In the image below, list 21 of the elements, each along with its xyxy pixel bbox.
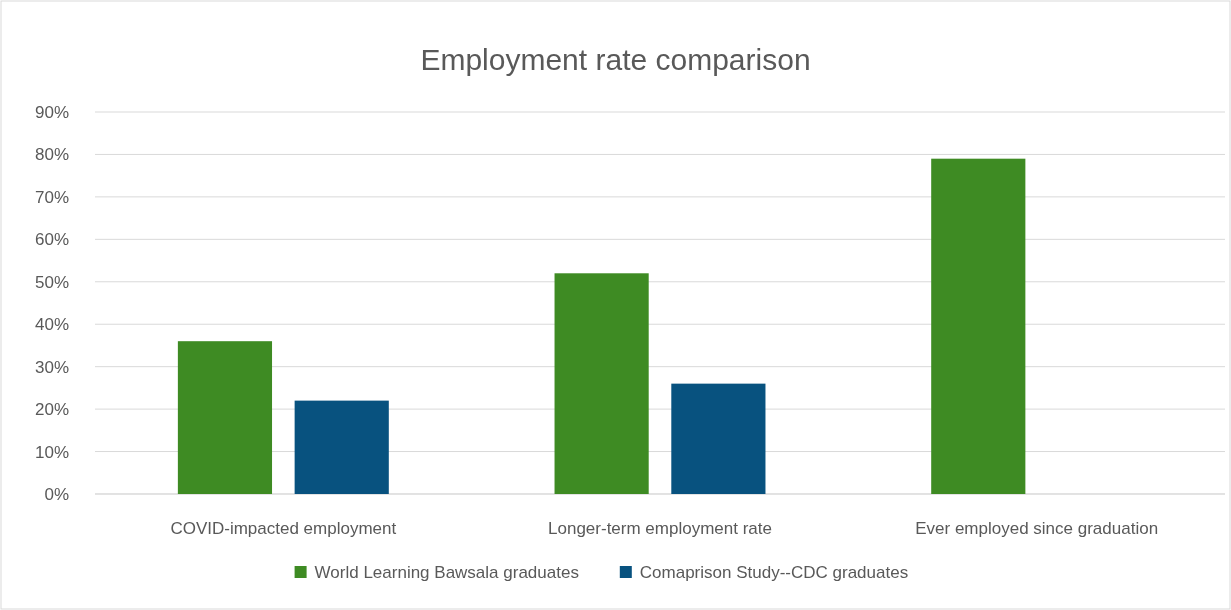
- chart-title: Employment rate comparison: [420, 43, 811, 76]
- y-tick-label: 90%: [34, 103, 69, 122]
- y-tick-label: 0%: [44, 485, 69, 504]
- bar: [554, 273, 649, 494]
- legend-label: World Learning Bawsala graduates: [314, 563, 579, 582]
- bar: [931, 158, 1026, 494]
- bar: [294, 400, 389, 494]
- bar: [177, 341, 273, 494]
- y-tick-label: 80%: [34, 145, 69, 165]
- x-tick-label: COVID-impacted employment: [170, 519, 397, 538]
- y-tick-label: 70%: [34, 187, 69, 207]
- y-tick-label: 50%: [34, 272, 69, 292]
- y-tick-label: 20%: [34, 400, 69, 420]
- y-tick-label: 10%: [34, 442, 69, 462]
- bar: [671, 383, 766, 494]
- x-tick-label: Longer-term employment rate: [548, 519, 772, 538]
- y-tick-label: 40%: [34, 315, 69, 335]
- legend-label: Comaprison Study--CDC graduates: [639, 563, 909, 582]
- y-tick-label: 60%: [34, 230, 69, 250]
- y-tick-label: 30%: [34, 357, 69, 377]
- x-tick-label: Ever employed since graduation: [915, 519, 1159, 538]
